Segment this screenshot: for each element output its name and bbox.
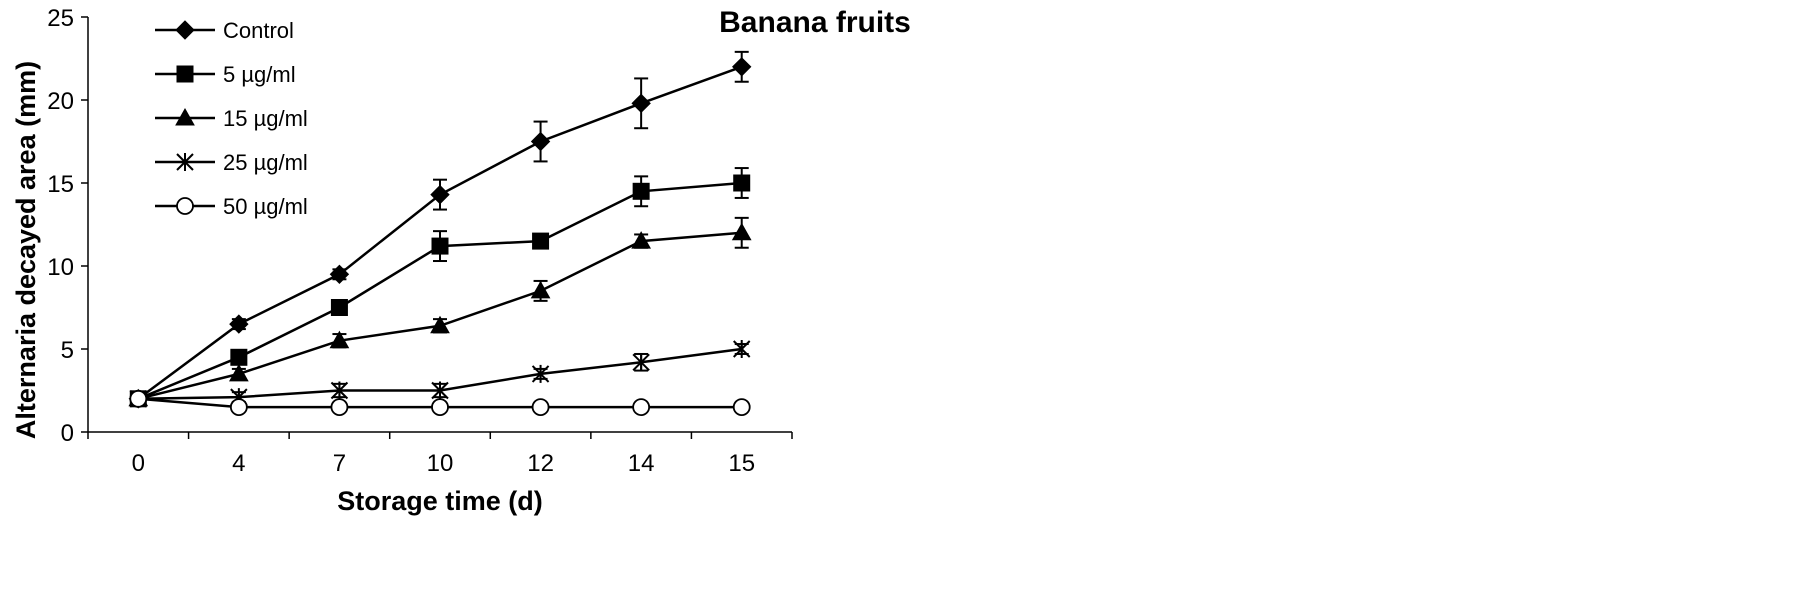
- y-tick-label: 0: [61, 420, 74, 447]
- data-point-marker: [530, 280, 551, 299]
- y-tick-label: 25: [47, 5, 74, 32]
- series-layer: [128, 50, 752, 417]
- y-tick-label: 10: [47, 254, 74, 281]
- data-point-marker: [531, 398, 550, 417]
- data-point-marker: [631, 231, 651, 249]
- data-point-marker: [631, 93, 651, 114]
- data-point-marker: [330, 299, 348, 316]
- data-point-marker: [430, 315, 450, 334]
- data-point-marker: [431, 237, 449, 255]
- y-tick-label: 15: [47, 171, 74, 198]
- legend-label: Control: [223, 18, 294, 43]
- data-point-marker: [330, 381, 349, 400]
- x-tick-label: 10: [427, 450, 454, 477]
- data-point-marker: [530, 131, 551, 152]
- legend-label: 50 µg/ml: [223, 194, 308, 219]
- legend-item: 50 µg/ml: [155, 194, 308, 219]
- x-tick-label: 12: [527, 450, 554, 477]
- data-point-marker: [229, 314, 249, 334]
- data-point-marker: [229, 398, 248, 417]
- data-point-marker: [175, 20, 195, 40]
- series-2: [128, 216, 752, 407]
- legend-item: 25 µg/ml: [155, 150, 308, 175]
- data-point-marker: [176, 65, 194, 83]
- x-tick-label: 14: [628, 450, 655, 477]
- x-tick-label: 4: [232, 450, 245, 477]
- data-point-marker: [175, 107, 195, 126]
- y-tick-label: 5: [61, 337, 74, 364]
- data-point-marker: [176, 197, 194, 215]
- data-point-marker: [731, 222, 752, 241]
- data-point-marker: [329, 264, 350, 285]
- legend: Control 5 µg/ml 15 µg/ml 25 µg/ml 50 µg/ml: [155, 18, 308, 219]
- chart-title: Banana fruits: [719, 6, 911, 39]
- data-point-marker: [531, 364, 550, 383]
- data-point-marker: [732, 398, 751, 417]
- legend-label: 5 µg/ml: [223, 62, 296, 87]
- axes: 0 5 10 15 20 25 0 4 7 10 12 14 15: [47, 5, 793, 477]
- legend-item: 15 µg/ml: [155, 106, 308, 131]
- series-0: [128, 50, 752, 409]
- data-point-marker: [632, 353, 650, 372]
- x-tick-label: 7: [333, 450, 346, 477]
- x-axis-label: Storage time (d): [337, 486, 543, 516]
- x-tick-label: 15: [728, 450, 755, 477]
- data-point-marker: [129, 389, 148, 408]
- legend-item: Control: [155, 18, 294, 43]
- data-point-marker: [532, 232, 550, 250]
- data-point-marker: [431, 398, 449, 417]
- series-3: [129, 340, 751, 408]
- data-point-marker: [230, 348, 248, 366]
- data-point-marker: [632, 182, 650, 200]
- legend-label: 25 µg/ml: [223, 150, 308, 175]
- data-point-marker: [329, 330, 350, 349]
- data-point-marker: [229, 363, 249, 382]
- series-1: [129, 167, 751, 408]
- data-point-marker: [430, 184, 450, 205]
- data-point-marker: [431, 381, 449, 400]
- data-point-marker: [733, 340, 751, 358]
- data-point-marker: [732, 57, 752, 77]
- data-point-marker: [330, 398, 349, 417]
- legend-item: 5 µg/ml: [155, 62, 296, 87]
- data-point-marker: [733, 174, 751, 192]
- data-point-marker: [176, 153, 194, 171]
- x-tick-label: 0: [132, 450, 145, 477]
- data-point-marker: [632, 398, 651, 417]
- series-4: [129, 389, 751, 417]
- legend-label: 15 µg/ml: [223, 106, 308, 131]
- y-axis-label: Alternaria decayed area (mm): [11, 61, 41, 439]
- y-tick-label: 20: [47, 88, 74, 115]
